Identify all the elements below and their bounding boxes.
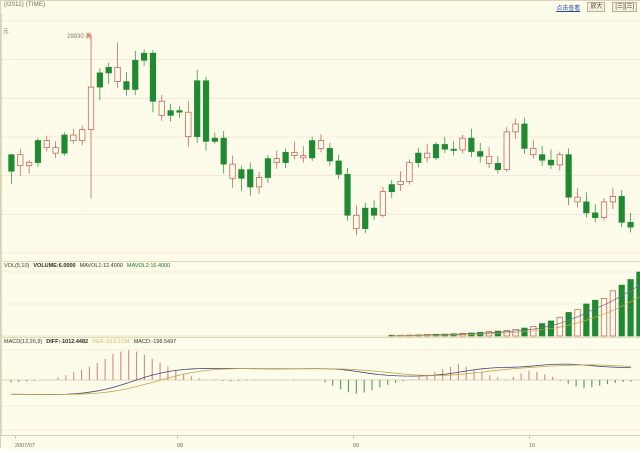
- view-detail-link[interactable]: 点击查看: [556, 5, 581, 12]
- title-bar-actions: 点击查看 放大 [三][三]: [556, 2, 637, 12]
- mavol2-value: MAVOL2:16.4000: [126, 263, 171, 269]
- volume-plot[interactable]: [1, 262, 640, 338]
- macd-hist-value: MACD:-198.5497: [133, 339, 177, 345]
- layout-button[interactable]: [三][三]: [612, 2, 637, 12]
- candlestick-plot[interactable]: [1, 13, 640, 261]
- time-axis-tick-mark: [15, 436, 16, 439]
- window-title: (I2011) (TIME): [4, 2, 46, 8]
- time-axis: 2007/07 08 09 10: [1, 435, 640, 449]
- volume-indicator-name: VOL(5,10): [4, 263, 30, 269]
- macd-plot[interactable]: [1, 338, 640, 436]
- price-axis-unit: 元: [3, 29, 9, 35]
- time-axis-tick-mark: [529, 436, 530, 439]
- period-high-marker: 高: [85, 34, 92, 40]
- period-high-annotation: 29930 高: [67, 31, 92, 40]
- volume-indicator-header: VOL(5,10) VOLUME:6.0000 MAVOL1:12.4000 MAVO…: [4, 263, 174, 270]
- time-axis-tick: 09: [353, 443, 360, 449]
- mavol1-value: MAVOL1:12.4000: [79, 263, 123, 269]
- time-axis-tick: 10: [529, 443, 536, 449]
- macd-dea-value: DEA:-913.1734: [92, 339, 130, 345]
- volume-panel[interactable]: VOL(5,10) VOLUME:6.0000 MAVOL1:12.4000 MAVO…: [1, 261, 640, 338]
- time-axis-tick: 08: [177, 443, 184, 449]
- time-axis-tick: 2007/07: [15, 443, 35, 449]
- zoom-in-button[interactable]: 放大: [587, 2, 606, 12]
- macd-panel[interactable]: MACD(12,26,9) DIFF:-1012.4482 DEA:-913.173…: [1, 337, 640, 436]
- time-axis-tick-mark: [353, 436, 354, 439]
- macd-indicator-header: MACD(12,26,9) DIFF:-1012.4482 DEA:-913.173…: [4, 339, 180, 346]
- macd-diff-value: DIFF:-1012.4482: [46, 339, 89, 345]
- volume-value: VOLUME:6.0000: [33, 263, 76, 269]
- period-high-value: 29930: [67, 34, 84, 40]
- macd-indicator-name: MACD(12,26,9): [4, 339, 43, 345]
- time-axis-tick-mark: [177, 436, 178, 439]
